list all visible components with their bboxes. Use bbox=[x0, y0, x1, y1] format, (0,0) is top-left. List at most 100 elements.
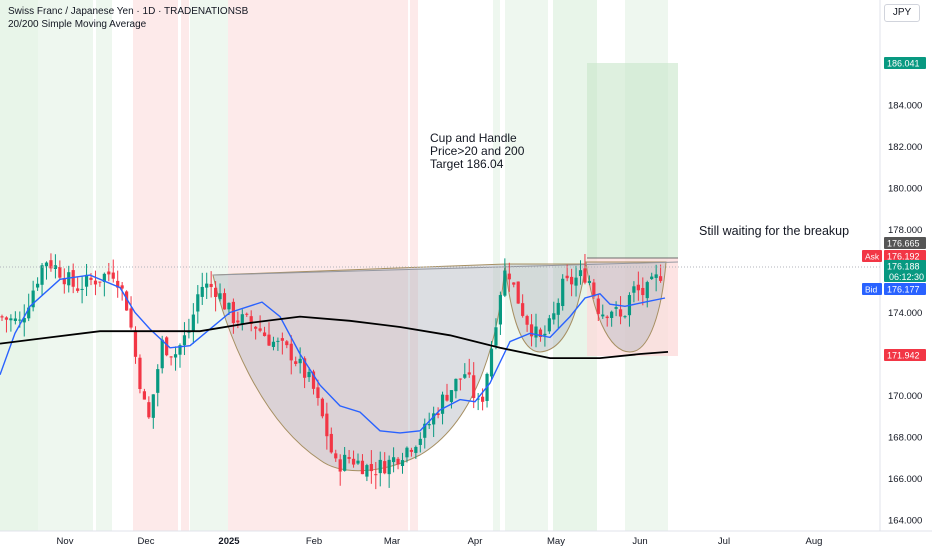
candle bbox=[142, 388, 146, 400]
candle bbox=[489, 341, 494, 380]
candle bbox=[547, 314, 551, 334]
candle bbox=[610, 310, 614, 327]
candle bbox=[378, 451, 382, 487]
candle bbox=[262, 326, 267, 337]
moving-averages bbox=[0, 274, 669, 434]
candle bbox=[476, 392, 480, 411]
candle bbox=[618, 296, 623, 325]
candle bbox=[13, 311, 17, 325]
candle bbox=[245, 312, 249, 317]
candle bbox=[116, 270, 120, 298]
candle bbox=[196, 285, 200, 324]
price-label-value: 176.188 bbox=[887, 262, 920, 272]
candle bbox=[578, 260, 583, 285]
neckline bbox=[212, 261, 679, 276]
candle bbox=[267, 322, 271, 347]
candle bbox=[507, 262, 511, 292]
candle bbox=[76, 277, 80, 293]
trade-zones bbox=[587, 63, 678, 356]
candle bbox=[654, 264, 658, 292]
candle bbox=[343, 446, 347, 472]
pattern-note-line: Price>20 and 200 bbox=[430, 144, 525, 158]
candle bbox=[36, 277, 40, 291]
candle bbox=[503, 258, 507, 298]
candle bbox=[445, 383, 449, 402]
candle bbox=[84, 263, 89, 296]
time-tick-label: Aug bbox=[806, 536, 823, 547]
candle bbox=[365, 463, 369, 482]
candle bbox=[659, 264, 663, 283]
candle bbox=[298, 347, 302, 374]
candle bbox=[178, 343, 182, 368]
candle bbox=[374, 461, 378, 490]
candle bbox=[454, 378, 458, 399]
candle bbox=[71, 263, 75, 294]
time-tick-label: Mar bbox=[384, 536, 400, 547]
currency-selector[interactable]: JPY bbox=[884, 4, 920, 22]
candle bbox=[129, 296, 133, 330]
candle bbox=[325, 402, 329, 450]
candle bbox=[280, 332, 284, 355]
candle bbox=[156, 364, 160, 407]
candle bbox=[182, 322, 187, 356]
candle bbox=[58, 260, 62, 279]
candle bbox=[405, 446, 409, 463]
candle bbox=[98, 281, 102, 287]
time-tick-label: May bbox=[547, 536, 565, 547]
time-tick-label: Nov bbox=[57, 536, 74, 547]
candle bbox=[200, 272, 204, 305]
price-tick-label: 170.000 bbox=[888, 391, 922, 402]
time-tick-label: Jun bbox=[632, 536, 647, 547]
candle bbox=[214, 281, 218, 312]
candle bbox=[449, 390, 454, 409]
background-band bbox=[493, 0, 500, 531]
candle bbox=[254, 325, 258, 340]
pattern-note-line: Cup and Handle bbox=[430, 131, 517, 145]
candle bbox=[463, 363, 467, 380]
candle bbox=[53, 254, 57, 279]
time-axis[interactable] bbox=[0, 531, 880, 550]
background-band bbox=[0, 0, 38, 531]
candle bbox=[400, 452, 405, 474]
price-tick-label: 164.000 bbox=[888, 516, 922, 527]
candle bbox=[151, 394, 155, 429]
candle bbox=[111, 259, 115, 283]
candle bbox=[570, 268, 574, 297]
candle bbox=[173, 346, 178, 371]
candle bbox=[307, 367, 311, 382]
price-label: 176.192 Ask bbox=[862, 250, 926, 262]
candle bbox=[583, 253, 587, 285]
countdown-timer: 06:12:30 bbox=[889, 272, 924, 282]
time-tick-label: 2025 bbox=[218, 536, 240, 547]
candle bbox=[22, 304, 26, 337]
price-label-value: 176.177 bbox=[887, 285, 920, 295]
pattern-note-line: Target 186.04 bbox=[430, 157, 504, 171]
candle bbox=[320, 397, 324, 419]
candle bbox=[529, 314, 534, 347]
candle bbox=[556, 298, 560, 329]
candle bbox=[525, 314, 529, 332]
background-band bbox=[393, 0, 408, 531]
candle bbox=[498, 291, 502, 335]
waiting-note: Still waiting for the breakup bbox=[699, 224, 850, 238]
price-tick-label: 174.000 bbox=[888, 308, 922, 319]
candle bbox=[396, 457, 400, 470]
candle bbox=[44, 261, 49, 280]
price-tick-label: 168.000 bbox=[888, 433, 922, 444]
candle bbox=[614, 301, 618, 317]
candle bbox=[458, 378, 462, 391]
candle bbox=[360, 454, 365, 475]
candle bbox=[534, 313, 538, 348]
loss-zone bbox=[587, 258, 678, 356]
candle bbox=[125, 290, 129, 311]
price-tick-label: 180.000 bbox=[888, 184, 922, 195]
candle bbox=[62, 268, 66, 294]
background-band bbox=[228, 0, 393, 531]
candle bbox=[258, 315, 262, 333]
candle bbox=[467, 358, 471, 378]
candle bbox=[574, 265, 578, 297]
candle bbox=[334, 449, 338, 462]
candle bbox=[383, 452, 387, 475]
